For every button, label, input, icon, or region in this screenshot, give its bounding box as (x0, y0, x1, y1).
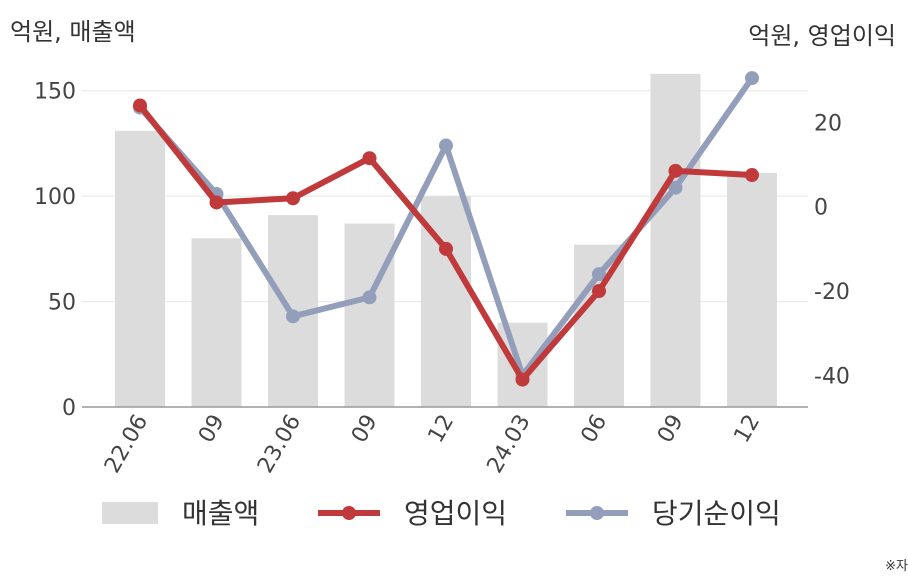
bar (497, 322, 548, 407)
legend-label-net: 당기순이익 (652, 497, 781, 530)
bar-series-revenue (115, 73, 777, 408)
x-tick-label: 12 (424, 411, 460, 448)
legend-swatch-op-point (342, 506, 356, 520)
left-axis-unit-label: 억원, 매출액 (10, 18, 136, 46)
x-tick-label: 09 (194, 411, 230, 448)
net-profit-point (745, 71, 759, 86)
net-profit-point (592, 267, 606, 282)
right-tick-label: 0 (814, 196, 828, 221)
bar (344, 223, 395, 407)
x-tick-label: 22.06 (100, 411, 153, 478)
legend: 매출액 영업이익 당기순이익 (102, 497, 781, 530)
x-tick-label: 06 (577, 411, 613, 448)
operating-profit-point (439, 241, 453, 256)
bar (191, 238, 242, 407)
operating-profit-point (133, 98, 147, 113)
left-axis-ticks: 0 50 100 150 (34, 80, 76, 421)
net-profit-point (668, 180, 683, 195)
left-tick-label: 50 (48, 291, 76, 316)
operating-profit-point (592, 284, 606, 299)
operating-profit-point (362, 151, 377, 166)
right-axis-unit-label: 억원, 영업이익 (748, 22, 896, 50)
right-axis-ticks: -40 -20 0 20 (814, 111, 850, 389)
bar (727, 172, 777, 407)
net-profit-point (286, 309, 300, 324)
operating-profit-point (515, 372, 530, 387)
operating-profit-point (286, 191, 300, 206)
line-series (133, 71, 759, 387)
bar (115, 130, 165, 407)
footnote: ※자 (885, 559, 908, 574)
bar (650, 73, 701, 408)
x-tick-label: 09 (653, 411, 689, 448)
net-profit-point (362, 290, 377, 305)
x-tick-label: 12 (730, 411, 766, 448)
operating-profit-point (745, 168, 759, 183)
right-tick-label: -40 (814, 364, 850, 389)
left-tick-label: 150 (34, 80, 76, 105)
legend-label-revenue: 매출액 (182, 497, 259, 530)
left-tick-label: 0 (62, 396, 76, 421)
net-profit-point (439, 138, 453, 153)
legend-label-op: 영업이익 (404, 497, 507, 530)
legend-swatch-revenue (102, 502, 158, 524)
x-axis-ticks: 22.06 09 23.06 09 12 24.03 06 09 12 (100, 411, 765, 478)
x-tick-label: 23.06 (253, 411, 306, 478)
legend-swatch-net-point (590, 506, 604, 520)
operating-profit-point (209, 195, 224, 210)
left-tick-label: 100 (34, 185, 76, 210)
x-tick-label: 24.03 (483, 411, 536, 478)
right-tick-label: 20 (814, 111, 842, 136)
operating-profit-point (668, 163, 683, 178)
right-tick-label: -20 (814, 280, 850, 305)
x-tick-label: 09 (347, 411, 383, 448)
